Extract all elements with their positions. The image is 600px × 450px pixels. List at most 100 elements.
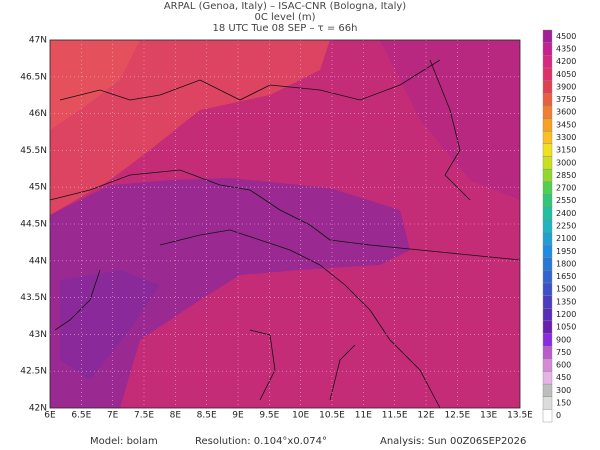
colorbar-box — [542, 118, 553, 132]
field-warm — [50, 40, 330, 215]
lat-label: 42.5N — [20, 367, 47, 377]
colorbar-label: 300 — [556, 386, 571, 395]
colorbar-box — [542, 42, 553, 56]
colorbar-label: 1050 — [556, 323, 576, 332]
lat-label: 44.5N — [20, 220, 47, 230]
lon-label: 6E — [44, 411, 56, 421]
colorbar-label: 2550 — [556, 196, 576, 205]
lon-label: 10.5E — [319, 411, 345, 421]
colorbar-label: 3300 — [556, 133, 576, 142]
lat-label: 47N — [29, 36, 47, 46]
colorbar-box — [542, 345, 553, 359]
colorbar-box — [542, 130, 553, 145]
colorbar-label: 2250 — [556, 222, 576, 231]
lat-label: 45N — [29, 183, 47, 193]
footer-model: Model: bolam — [90, 436, 158, 447]
lon-label: 11E — [355, 411, 372, 421]
colorbar-box — [542, 320, 553, 334]
lat-label: 42N — [29, 404, 47, 414]
colorbar-label: 1350 — [556, 297, 576, 306]
lon-label: 8.5E — [197, 411, 217, 421]
colorbar-label: 1950 — [556, 247, 576, 256]
colorbar-label: 4050 — [556, 70, 576, 79]
colorbar-label: 3750 — [556, 95, 576, 104]
map-field — [50, 40, 520, 408]
colorbar-label: 1800 — [556, 259, 576, 268]
colorbar-box — [542, 383, 553, 397]
lon-label: 12E — [417, 411, 434, 421]
colorbar-label: 4350 — [556, 44, 576, 53]
lat-label: 46N — [29, 109, 47, 119]
lat-label: 45.5N — [20, 146, 47, 156]
colorbar-box — [542, 232, 553, 246]
lat-label: 43.5N — [20, 293, 47, 303]
footer-analysis: Analysis: Sun 00Z06SEP2026 — [380, 436, 526, 447]
header-line: ARPAL (Genoa, Italy) – ISAC-CNR (Bologna… — [164, 1, 406, 12]
field-mid — [380, 40, 520, 200]
colorbar-label: 2400 — [556, 209, 576, 218]
colorbar-box — [542, 244, 553, 258]
colorbar-box — [542, 358, 553, 372]
colorbar-box — [542, 371, 553, 385]
colorbar-label: 2700 — [556, 184, 576, 193]
colorbar-box — [542, 29, 553, 43]
lon-label: 10E — [292, 411, 309, 421]
lon-label: 13.5E — [507, 411, 533, 421]
colorbar-label: 2100 — [556, 234, 576, 243]
colorbar-label: 2850 — [556, 171, 576, 180]
graticule — [49, 39, 521, 409]
lon-label: 9E — [232, 411, 244, 421]
colorbar-box — [542, 396, 553, 410]
colorbar-label: 1500 — [556, 285, 576, 294]
colorbar-box — [542, 270, 553, 284]
header-line: 18 UTC Tue 08 SEP – τ = 66h — [213, 23, 358, 34]
lat-label: 46.5N — [20, 72, 47, 82]
footer-resolution: Resolution: 0.104°x0.074° — [195, 436, 327, 447]
map-frame — [49, 39, 521, 409]
colorbar-box — [542, 295, 553, 309]
colorbar-label: 3450 — [556, 120, 576, 129]
colorbar-label: 3600 — [556, 108, 576, 117]
colorbar-box — [542, 67, 553, 81]
colorbar-label: 3000 — [556, 158, 576, 167]
colorbar-box — [542, 409, 553, 423]
colorbar-box — [542, 282, 553, 296]
colorbar-box — [542, 143, 553, 157]
field-warm — [50, 40, 140, 130]
colorbar-box — [542, 105, 553, 119]
lon-label: 8E — [170, 411, 182, 421]
coastlines — [49, 59, 521, 409]
colorbar-box — [542, 219, 553, 233]
lon-label: 7.5E — [134, 411, 154, 421]
lon-label: 13E — [480, 411, 497, 421]
colorbar-box — [542, 333, 553, 347]
colorbar: 0 150 300 450 600 750 900 1050 1200 1350 1500 1650 1… — [542, 29, 576, 423]
colorbar-box — [542, 80, 553, 94]
colorbar-box — [542, 93, 553, 107]
lon-label: 9.5E — [259, 411, 279, 421]
lon-label: 6.5E — [71, 411, 91, 421]
colorbar-label: 3150 — [556, 146, 576, 155]
colorbar-label: 4500 — [556, 32, 576, 41]
colorbar-box — [542, 257, 553, 271]
colorbar-label: 600 — [556, 361, 571, 370]
colorbar-box — [542, 168, 553, 182]
lon-label: 12.5E — [444, 411, 470, 421]
colorbar-label: 4200 — [556, 57, 576, 66]
colorbar-box — [542, 307, 553, 322]
colorbar-box — [542, 206, 553, 220]
colorbar-box — [542, 55, 553, 69]
colorbar-label: 450 — [556, 373, 571, 382]
lon-label: 11.5E — [382, 411, 408, 421]
colorbar-label: 150 — [556, 399, 571, 408]
colorbar-box — [542, 194, 553, 208]
colorbar-label: 0 — [556, 411, 561, 420]
field-cold — [50, 178, 410, 408]
header-line: 0C level (m) — [254, 12, 315, 23]
colorbar-label: 1200 — [556, 310, 576, 319]
colorbar-box — [542, 156, 553, 170]
lon-label: 7E — [107, 411, 119, 421]
colorbar-box — [542, 181, 553, 195]
